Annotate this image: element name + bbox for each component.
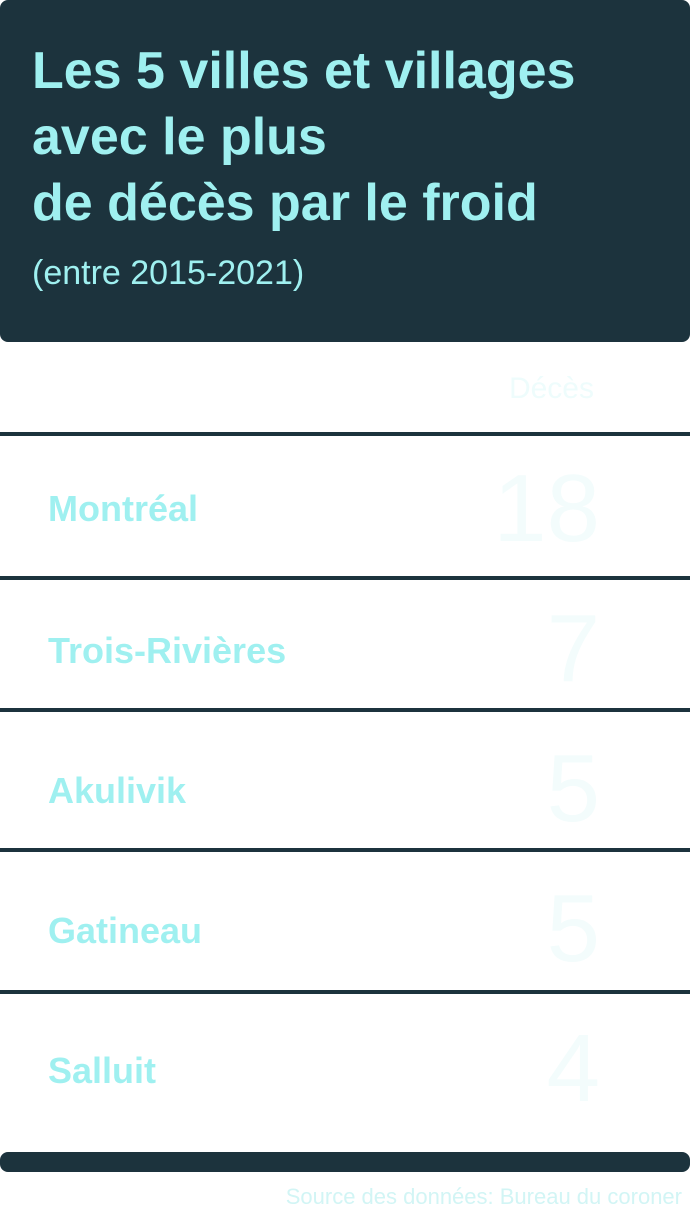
death-count: 7 <box>546 595 600 702</box>
city-name: Salluit <box>48 1050 157 1091</box>
column-header-deaths: Décès <box>508 372 594 405</box>
table-row: Akulivik 5 <box>0 712 690 848</box>
title-line-1: Les 5 villes et villages <box>32 42 576 100</box>
divider <box>0 708 690 712</box>
city-name: Gatineau <box>48 910 203 951</box>
table-row: Gatineau 5 <box>0 852 690 990</box>
table-row: Salluit 4 <box>0 994 690 1144</box>
footer-bar <box>0 1152 690 1172</box>
city-name: Trois-Rivières <box>48 630 287 671</box>
city-name: Akulivik <box>48 770 187 811</box>
page-title: Les 5 villes et villages avec le plus de… <box>32 38 658 236</box>
title-panel: Les 5 villes et villages avec le plus de… <box>0 0 690 342</box>
city-name: Montréal <box>48 488 199 529</box>
divider <box>0 848 690 852</box>
divider <box>0 432 690 436</box>
death-count: 5 <box>546 875 600 982</box>
title-line-2: avec le plus <box>32 108 327 166</box>
table-row: Trois-Rivières 7 <box>0 580 690 708</box>
source-note: Source des données: Bureau du coroner <box>285 1184 682 1209</box>
subtitle: (entre 2015-2021) <box>32 254 305 292</box>
death-count: 18 <box>493 455 600 562</box>
divider <box>0 576 690 580</box>
death-count: 5 <box>546 735 600 842</box>
divider <box>0 990 690 994</box>
title-line-3: de décès par le froid <box>32 174 538 232</box>
table-row: Montréal 18 <box>0 436 690 576</box>
death-count: 4 <box>546 1015 600 1122</box>
